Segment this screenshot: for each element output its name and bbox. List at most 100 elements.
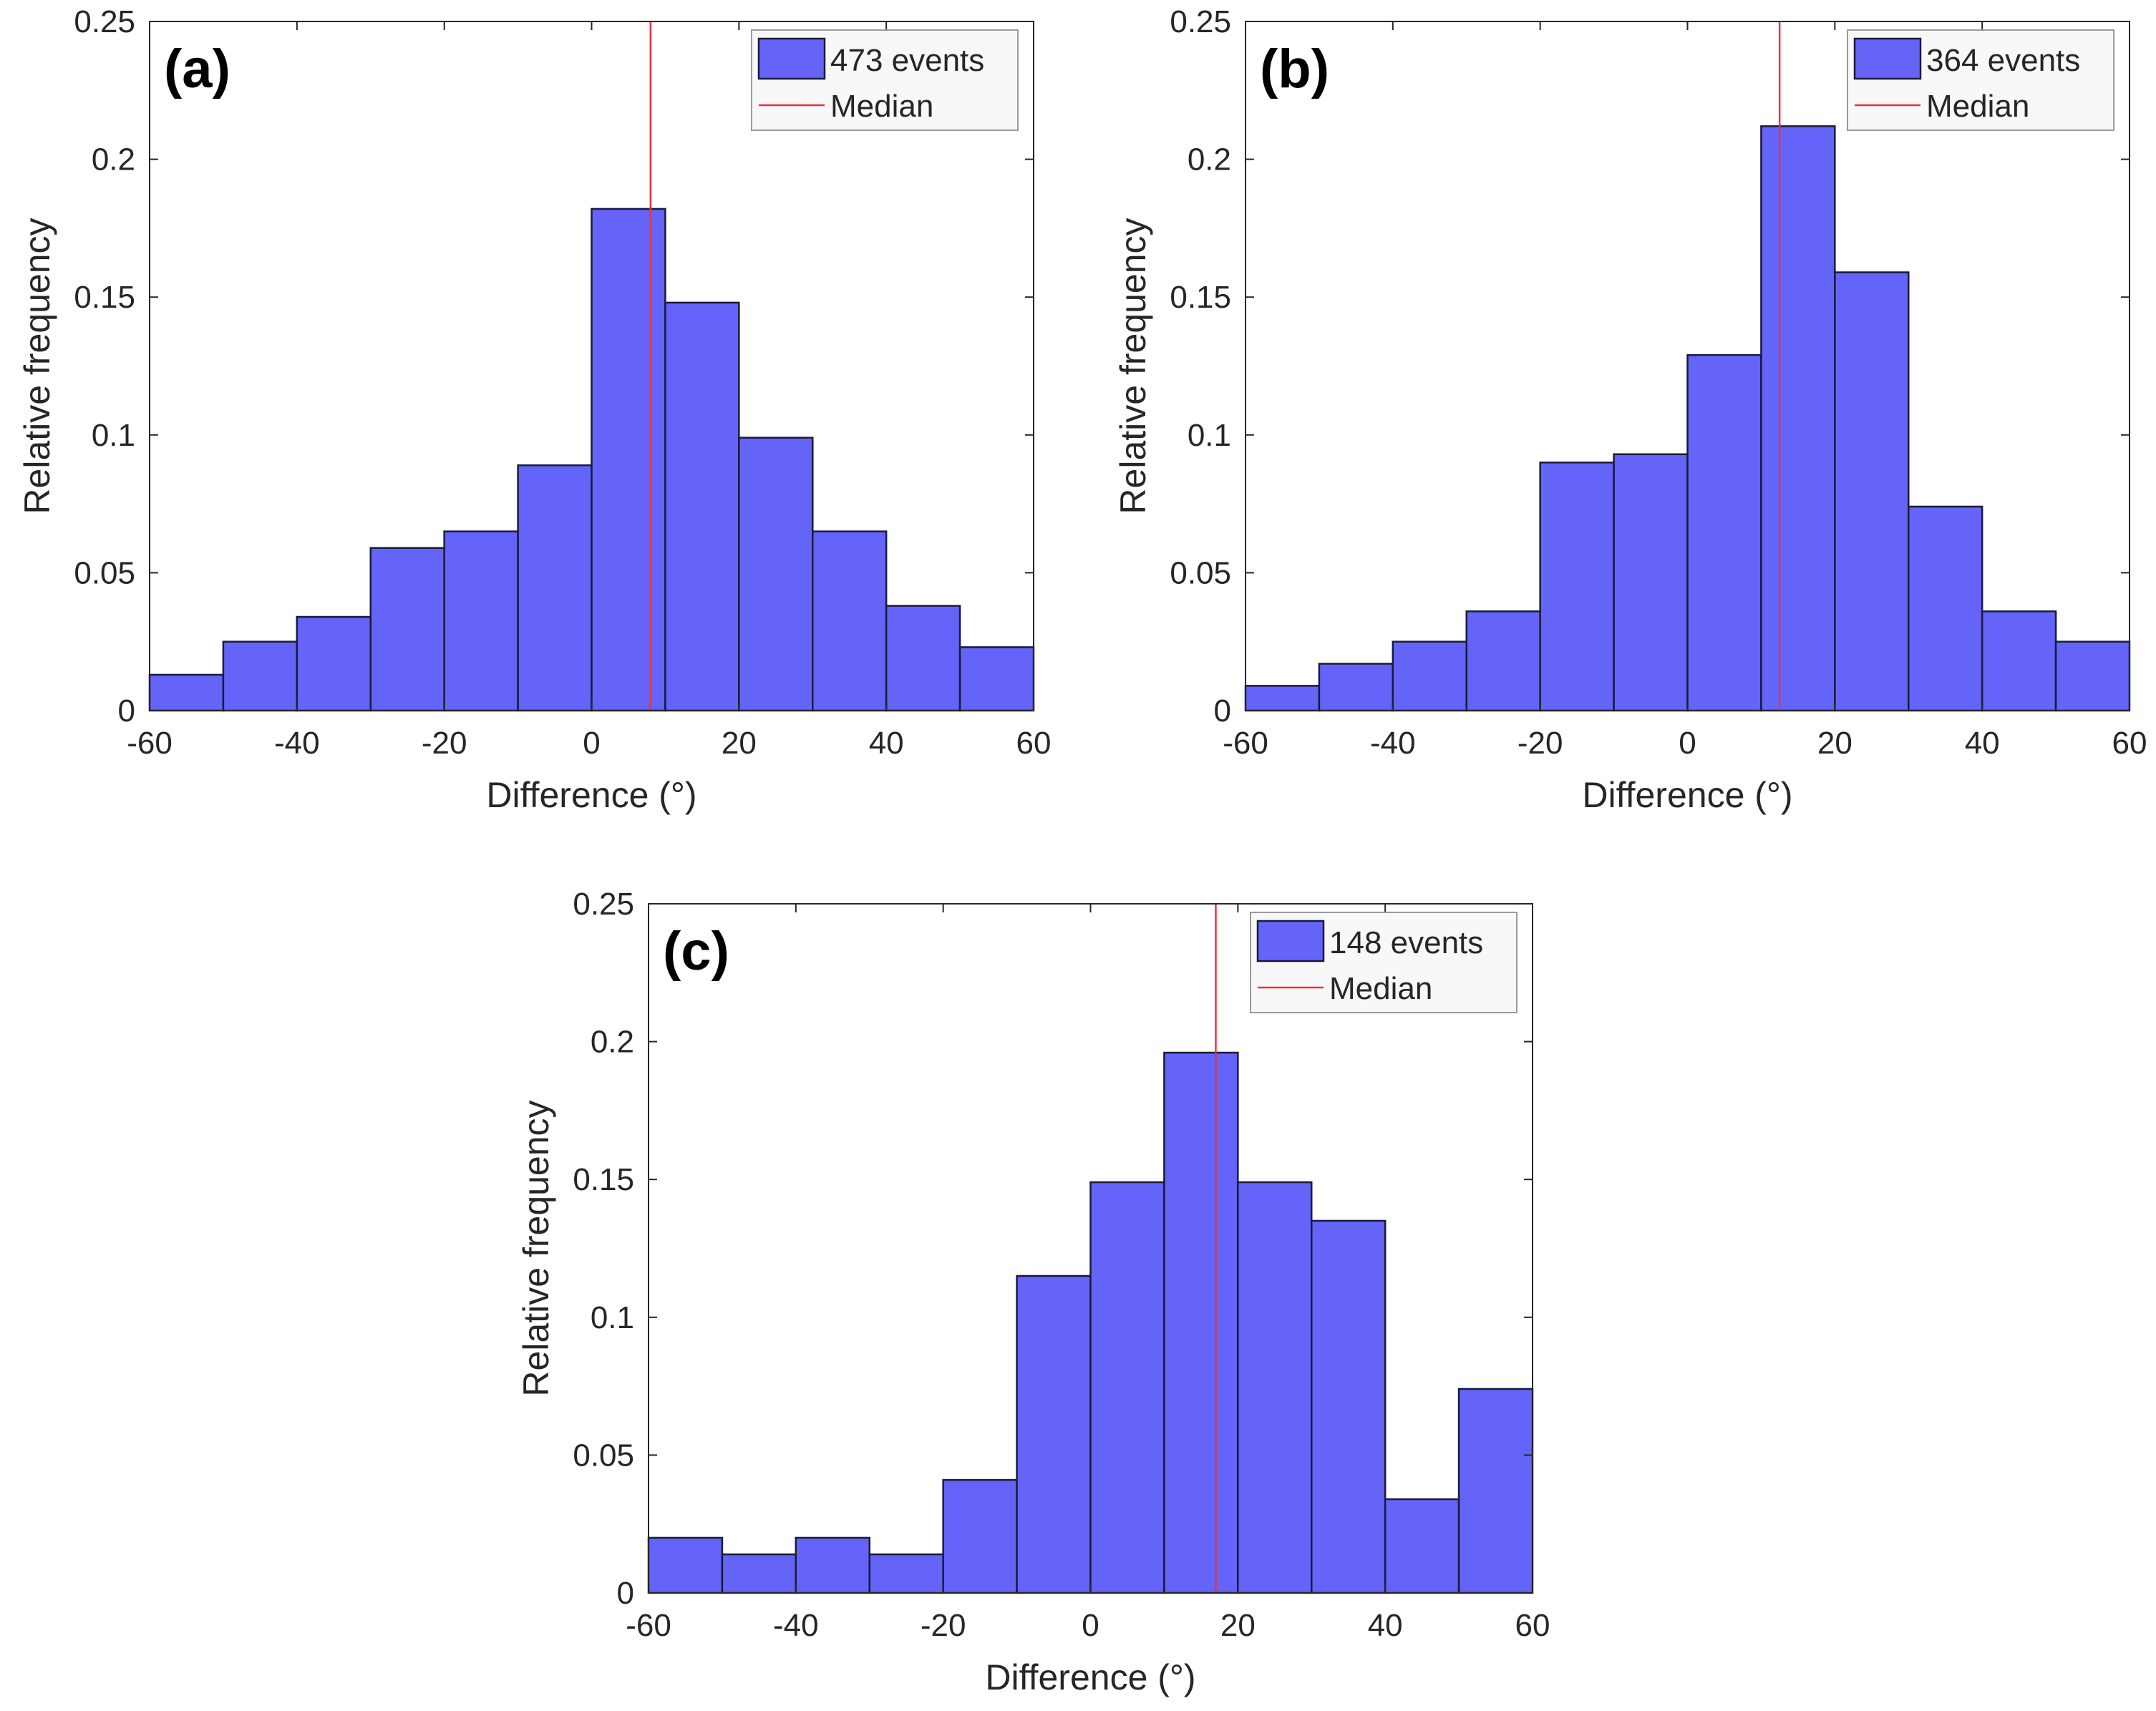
histogram-bar [591,208,666,712]
x-tick-label: -20 [1518,726,1563,761]
x-axis-label: Difference (°) [1582,775,1792,815]
legend: 473 events Median [751,29,1019,131]
legend-bar-swatch [757,37,826,80]
histogram-bar [1244,685,1321,712]
y-tick-label: 0 [1214,693,1231,728]
histogram-panel-c: 0 0.05 0.1 0.15 0.2 0.25 -60 -40 -20 0 20 40 60 Diffe… [516,887,1550,1697]
histogram-bar [1539,462,1615,712]
y-tick-label: 0.15 [1170,280,1231,315]
histogram-bar [1760,125,1836,712]
histogram-bar [1908,505,1983,712]
y-tick-label: 0 [118,693,135,728]
histogram-bar [1311,1219,1387,1594]
histogram-bar [812,530,888,712]
panel-label: (a) [164,39,230,99]
histogram-bar [296,615,372,712]
y-tick-label: 0.1 [92,418,135,453]
histogram-panel-a: 0 0.05 0.1 0.15 0.2 0.25 -60 -40 -20 0 20 40 60 Diffe… [17,4,1051,815]
x-tick-label: 20 [1817,726,1852,761]
histogram-bar [664,301,740,712]
y-tick-label: 0.15 [74,280,135,315]
histogram-bar [1981,610,2057,712]
x-tick-label: -60 [127,726,173,761]
x-axis-label: Difference (°) [486,775,696,815]
x-tick-label: 40 [1368,1608,1403,1643]
x-tick-label: 0 [583,726,600,761]
histogram-panel-b: 0 0.05 0.1 0.15 0.2 0.25 -60 -40 -20 0 20 40 60 Diffe… [1113,4,2147,815]
y-tick-label: 0.25 [1170,4,1231,39]
histogram-bar [148,673,225,712]
legend-median-label: Median [830,89,933,124]
legend-bar-swatch [1853,37,1922,80]
histogram-bar [1834,271,1910,712]
x-axis-label: Difference (°) [985,1657,1195,1697]
y-tick-label: 0.05 [573,1438,634,1473]
y-tick-label: 0.05 [74,555,135,590]
y-axis-label: Relative frequency [1113,218,1153,514]
histogram-bar [885,605,961,712]
histogram-bar [1392,640,1468,712]
x-tick-label: -40 [773,1608,819,1643]
histogram-bar [1613,453,1689,712]
legend: 148 events Median [1250,912,1518,1013]
y-tick-label: 0.2 [591,1025,634,1060]
x-tick-label: -60 [626,1608,671,1643]
histogram-bar [647,1536,724,1594]
histogram-bar [1465,610,1541,712]
x-tick-label: 20 [722,726,757,761]
legend: 364 events Median [1847,29,2114,131]
histogram-bar [1016,1274,1092,1594]
histogram-bar [443,530,519,712]
x-tick-label: -20 [921,1608,966,1643]
histogram-bar [868,1553,944,1594]
x-tick-label: 60 [1016,726,1052,761]
y-tick-label: 0.2 [1188,142,1231,177]
x-tick-label: 0 [1082,1608,1099,1643]
x-tick-label: 60 [2112,726,2147,761]
y-tick-label: 0.1 [1188,418,1231,453]
histogram-bar [2054,640,2131,712]
histogram-bar [222,640,298,712]
histogram-bar [958,646,1035,712]
x-tick-label: -60 [1223,726,1268,761]
y-tick-label: 0.25 [573,887,634,922]
histogram-bar [738,437,814,712]
x-tick-label: 40 [869,726,904,761]
x-tick-label: -40 [1370,726,1416,761]
legend-median-label: Median [1329,971,1432,1006]
panel-label: (b) [1260,39,1329,99]
histogram-bar [1089,1181,1165,1594]
x-tick-label: 40 [1965,726,2000,761]
legend-bar-swatch [1256,920,1325,962]
y-tick-label: 0.15 [573,1162,634,1197]
y-tick-label: 0.2 [92,142,135,177]
y-tick-label: 0 [617,1576,634,1611]
histogram-bar [721,1553,797,1594]
y-axis-label: Relative frequency [17,218,57,514]
histogram-bar [942,1478,1018,1594]
y-tick-label: 0.1 [591,1300,634,1335]
x-tick-label: 20 [1220,1608,1256,1643]
histogram-bar [369,547,445,712]
x-tick-label: 60 [1515,1608,1550,1643]
x-tick-label: 0 [1679,726,1696,761]
histogram-bar [1163,1051,1239,1594]
histogram-bar [1686,354,1762,712]
panel-label: (c) [663,921,729,982]
histogram-bar [1237,1181,1313,1594]
histogram-bar [1318,663,1394,712]
histogram-bar [1384,1498,1460,1594]
x-tick-label: -40 [274,726,320,761]
y-tick-label: 0.05 [1170,555,1231,590]
legend-series-label: 364 events [1926,43,2080,78]
histogram-bar [517,464,593,712]
y-tick-label: 0.25 [74,4,135,39]
histogram-bar [795,1536,871,1594]
legend-series-label: 473 events [830,43,984,78]
legend-series-label: 148 events [1329,925,1483,960]
legend-median-label: Median [1926,89,2029,124]
y-axis-label: Relative frequency [516,1100,556,1396]
histogram-bar [1457,1388,1534,1594]
x-tick-label: -20 [422,726,467,761]
